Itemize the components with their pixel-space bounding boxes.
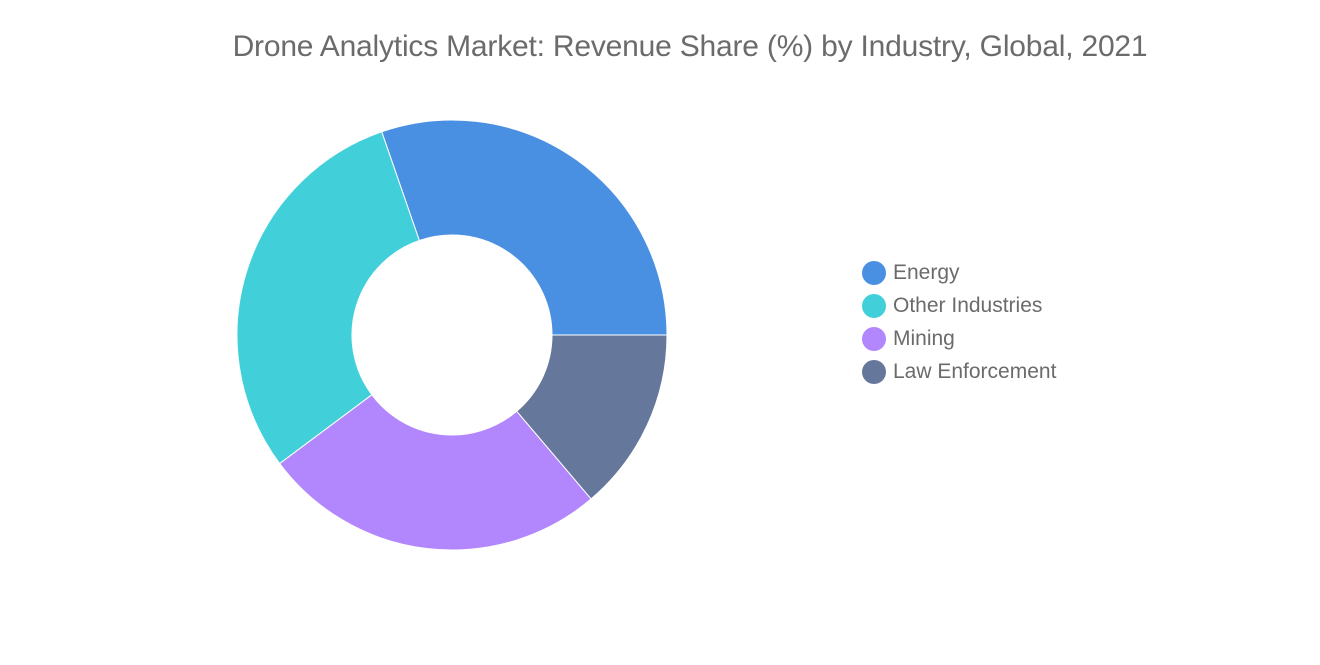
legend-label-other-industries: Other Industries — [893, 293, 1043, 317]
donut-chart — [236, 119, 668, 551]
slice-energy[interactable] — [381, 119, 668, 336]
legend: Energy Other Industries Mining Law Enfor… — [862, 256, 1056, 388]
chart-title: Drone Analytics Market: Revenue Share (%… — [232, 30, 1148, 63]
slice-mining[interactable] — [278, 394, 592, 551]
legend-swatch-other-industries — [862, 293, 886, 318]
legend-label-energy: Energy — [893, 260, 960, 284]
legend-label-mining: Mining — [893, 326, 955, 350]
legend-item-energy[interactable]: Energy — [862, 256, 1056, 289]
legend-label-law-enforcement: Law Enforcement — [893, 359, 1057, 383]
legend-swatch-energy — [862, 260, 886, 285]
legend-swatch-mining — [862, 326, 886, 351]
legend-item-law-enforcement[interactable]: Law Enforcement — [862, 355, 1056, 388]
legend-item-other-industries[interactable]: Other Industries — [862, 289, 1056, 322]
slice-law-enforcement[interactable] — [516, 334, 668, 500]
legend-item-mining[interactable]: Mining — [862, 322, 1056, 355]
slice-other-industries[interactable] — [236, 131, 420, 465]
legend-swatch-law-enforcement — [862, 359, 886, 384]
